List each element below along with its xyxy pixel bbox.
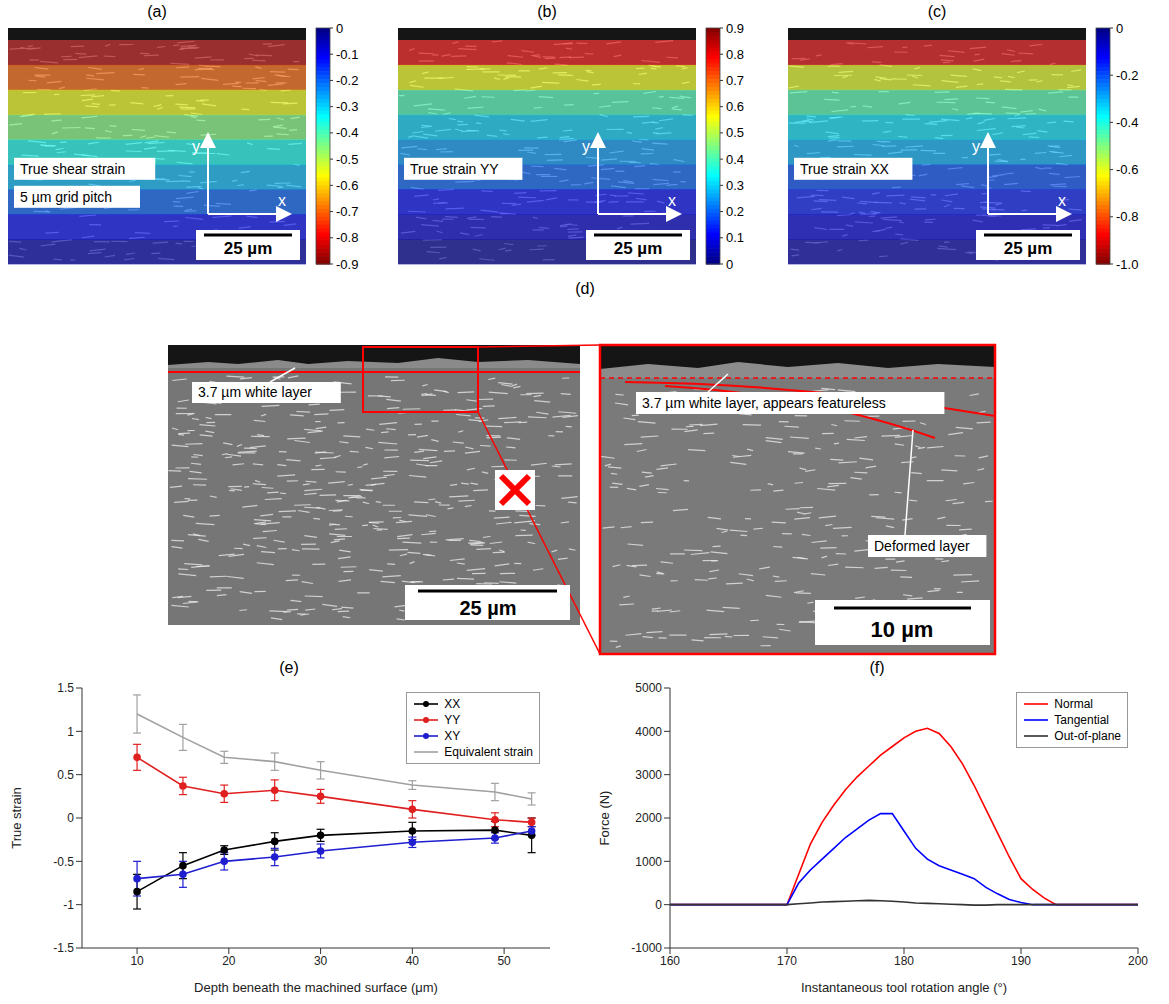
svg-text:3.7 µm white layer, appears fe: 3.7 µm white layer, appears featureless bbox=[642, 395, 886, 411]
svg-text:0: 0 bbox=[1116, 21, 1123, 36]
svg-text:-0.4: -0.4 bbox=[336, 125, 358, 140]
html-text:(f): (f) bbox=[869, 659, 885, 676]
svg-text:-0.2: -0.2 bbox=[336, 73, 358, 88]
html-text:Normal: Normal bbox=[1054, 697, 1093, 711]
html-text:Equivalent strain: Equivalent strain bbox=[444, 745, 533, 759]
svg-text:160: 160 bbox=[660, 954, 680, 968]
svg-text:5 µm grid pitch: 5 µm grid pitch bbox=[20, 189, 112, 205]
svg-text:180: 180 bbox=[894, 954, 914, 968]
svg-text:True shear strain: True shear strain bbox=[20, 161, 125, 177]
svg-text:-1.5: -1.5 bbox=[53, 941, 74, 955]
svg-text:-0.6: -0.6 bbox=[336, 178, 358, 193]
svg-text:x: x bbox=[668, 192, 676, 209]
html-text:(e): (e) bbox=[279, 659, 299, 676]
svg-text:50: 50 bbox=[497, 954, 511, 968]
svg-text:25 µm: 25 µm bbox=[1004, 239, 1053, 258]
svg-text:Depth beneath the machined sur: Depth beneath the machined surface (μm) bbox=[194, 980, 438, 995]
html-text:Out-of-plane: Out-of-plane bbox=[1054, 729, 1121, 743]
svg-text:10 µm: 10 µm bbox=[871, 617, 934, 642]
svg-text:-0.6: -0.6 bbox=[1116, 162, 1138, 177]
svg-text:-0.5: -0.5 bbox=[336, 152, 358, 167]
svg-text:-0.7: -0.7 bbox=[336, 204, 358, 219]
svg-text:(d): (d) bbox=[575, 280, 595, 297]
svg-text:0.5: 0.5 bbox=[726, 125, 744, 140]
html-text:XY: XY bbox=[444, 729, 461, 743]
svg-text:1.5: 1.5 bbox=[57, 681, 74, 695]
svg-text:25 µm: 25 µm bbox=[224, 239, 273, 258]
svg-text:-1000: -1000 bbox=[631, 941, 662, 955]
svg-text:3.7 µm white layer: 3.7 µm white layer bbox=[198, 384, 312, 400]
html-text:XX: XX bbox=[444, 697, 461, 711]
svg-text:0.4: 0.4 bbox=[726, 152, 744, 167]
svg-text:-0.8: -0.8 bbox=[1116, 209, 1138, 224]
svg-text:Deformed layer: Deformed layer bbox=[874, 538, 970, 554]
svg-text:(b): (b) bbox=[537, 3, 557, 20]
svg-text:(c): (c) bbox=[928, 3, 947, 20]
svg-text:1: 1 bbox=[67, 725, 74, 739]
svg-text:0: 0 bbox=[655, 898, 662, 912]
svg-text:30: 30 bbox=[314, 954, 328, 968]
svg-text:-0.3: -0.3 bbox=[336, 99, 358, 114]
svg-text:0.2: 0.2 bbox=[726, 204, 744, 219]
svg-text:20: 20 bbox=[222, 954, 236, 968]
svg-text:0.7: 0.7 bbox=[726, 73, 744, 88]
html-text:YY: YY bbox=[444, 713, 461, 727]
svg-text:(a): (a) bbox=[147, 3, 167, 20]
svg-text:True strain YY: True strain YY bbox=[410, 161, 499, 177]
svg-text:0: 0 bbox=[67, 811, 74, 825]
svg-text:-1.0: -1.0 bbox=[1116, 257, 1138, 272]
svg-text:25 µm: 25 µm bbox=[614, 239, 663, 258]
svg-text:-0.4: -0.4 bbox=[1116, 115, 1138, 130]
svg-text:0.6: 0.6 bbox=[726, 99, 744, 114]
svg-text:-1: -1 bbox=[63, 898, 74, 912]
svg-text:10: 10 bbox=[130, 954, 144, 968]
svg-text:Force (N): Force (N) bbox=[597, 791, 612, 846]
svg-text:0.8: 0.8 bbox=[726, 47, 744, 62]
svg-text:4000: 4000 bbox=[635, 725, 662, 739]
svg-text:0.3: 0.3 bbox=[726, 178, 744, 193]
svg-text:-0.2: -0.2 bbox=[1116, 68, 1138, 83]
svg-text:0: 0 bbox=[336, 21, 343, 36]
svg-text:25 µm: 25 µm bbox=[459, 597, 516, 619]
html-text:Tangential: Tangential bbox=[1054, 713, 1109, 727]
svg-text:Instantaneous tool rotation an: Instantaneous tool rotation angle (°) bbox=[801, 980, 1007, 995]
svg-text:True strain XX: True strain XX bbox=[800, 161, 890, 177]
svg-text:0.9: 0.9 bbox=[726, 21, 744, 36]
svg-text:-0.9: -0.9 bbox=[336, 257, 358, 272]
svg-text:40: 40 bbox=[406, 954, 420, 968]
svg-text:3000: 3000 bbox=[635, 768, 662, 782]
svg-text:2000: 2000 bbox=[635, 811, 662, 825]
svg-text:-0.5: -0.5 bbox=[53, 855, 74, 869]
svg-text:0: 0 bbox=[726, 257, 733, 272]
svg-text:0.5: 0.5 bbox=[57, 768, 74, 782]
svg-text:170: 170 bbox=[777, 954, 797, 968]
svg-text:1000: 1000 bbox=[635, 855, 662, 869]
svg-text:190: 190 bbox=[1011, 954, 1031, 968]
svg-text:x: x bbox=[278, 192, 286, 209]
svg-text:-0.1: -0.1 bbox=[336, 47, 358, 62]
svg-text:200: 200 bbox=[1128, 954, 1148, 968]
svg-text:y: y bbox=[972, 138, 980, 155]
svg-text:0.1: 0.1 bbox=[726, 230, 744, 245]
svg-text:y: y bbox=[582, 138, 590, 155]
svg-text:y: y bbox=[192, 138, 200, 155]
svg-text:-0.8: -0.8 bbox=[336, 230, 358, 245]
svg-text:5000: 5000 bbox=[635, 681, 662, 695]
svg-text:x: x bbox=[1058, 192, 1066, 209]
svg-text:True strain: True strain bbox=[9, 787, 24, 849]
